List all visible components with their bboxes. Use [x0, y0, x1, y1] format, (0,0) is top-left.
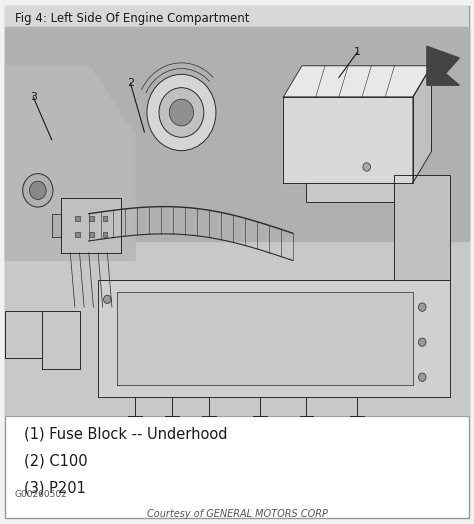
Polygon shape: [413, 66, 431, 182]
Text: 1: 1: [354, 47, 361, 57]
Circle shape: [419, 373, 426, 381]
Circle shape: [169, 99, 193, 126]
Polygon shape: [307, 182, 394, 202]
Bar: [89, 232, 93, 237]
Circle shape: [419, 303, 426, 311]
Polygon shape: [117, 291, 413, 385]
Circle shape: [29, 181, 46, 200]
Bar: [75, 216, 80, 222]
Polygon shape: [5, 66, 135, 260]
Text: G00260502: G00260502: [15, 490, 68, 499]
Polygon shape: [427, 46, 459, 85]
Circle shape: [419, 338, 426, 346]
Polygon shape: [43, 311, 80, 369]
Text: (1) Fuse Block -- Underhood: (1) Fuse Block -- Underhood: [24, 427, 228, 442]
Bar: [103, 232, 108, 237]
Text: (2) C100: (2) C100: [24, 454, 88, 469]
Polygon shape: [52, 214, 61, 237]
Bar: [103, 216, 108, 222]
Circle shape: [159, 88, 204, 137]
Text: Courtesy of GENERAL MOTORS CORP: Courtesy of GENERAL MOTORS CORP: [146, 509, 328, 519]
Polygon shape: [394, 175, 450, 280]
Polygon shape: [283, 97, 413, 182]
Bar: [89, 216, 93, 222]
Circle shape: [147, 74, 216, 150]
Text: 2: 2: [127, 78, 134, 88]
Text: Fig 4: Left Side Of Engine Compartment: Fig 4: Left Side Of Engine Compartment: [15, 12, 249, 25]
Polygon shape: [61, 198, 121, 253]
Circle shape: [363, 163, 371, 171]
Polygon shape: [5, 27, 469, 416]
Bar: [75, 232, 80, 237]
Circle shape: [23, 173, 53, 207]
Polygon shape: [98, 280, 450, 397]
Circle shape: [103, 295, 111, 303]
Text: (3) P201: (3) P201: [24, 481, 86, 496]
Text: 3: 3: [30, 92, 36, 102]
Bar: [5, 6, 469, 31]
Polygon shape: [5, 27, 469, 241]
Polygon shape: [283, 66, 431, 97]
Polygon shape: [5, 311, 43, 358]
